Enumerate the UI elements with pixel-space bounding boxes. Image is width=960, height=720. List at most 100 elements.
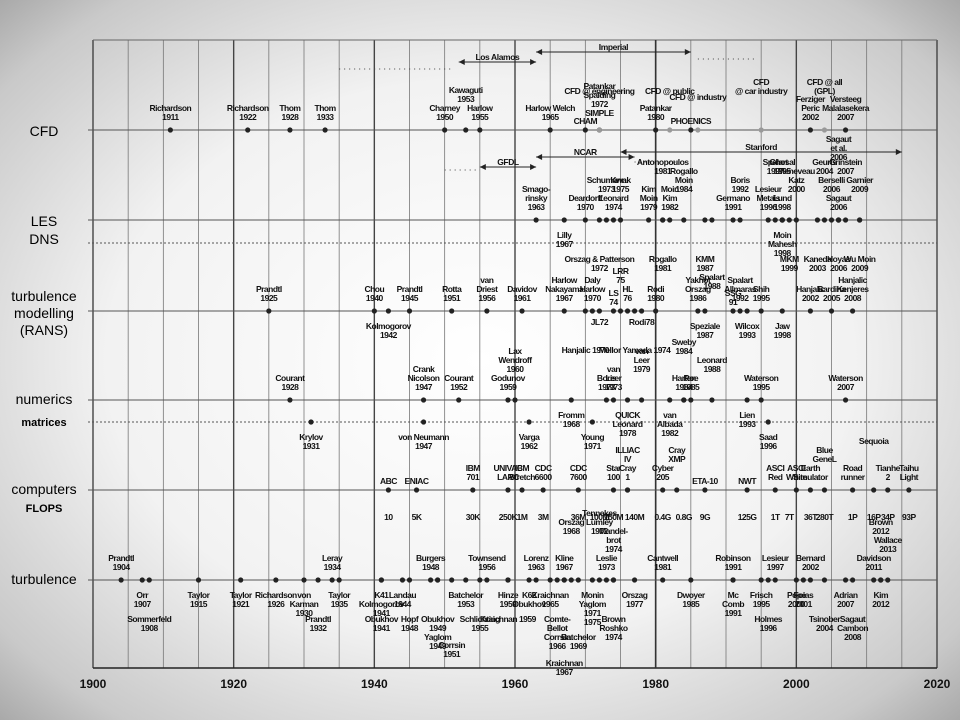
event-label: 2002 <box>802 562 820 572</box>
event-label: Lumley <box>586 517 614 527</box>
event-marker <box>442 127 448 133</box>
event-label: Orszag & Patterson <box>564 254 634 264</box>
event-marker <box>146 577 152 583</box>
event-label: 1926 <box>267 599 285 609</box>
event-label: 1956 <box>478 562 496 572</box>
event-label: 1965 <box>542 112 560 122</box>
event-marker <box>287 127 293 133</box>
event-label: 1981 <box>654 562 672 572</box>
event-label: Lund <box>773 193 792 203</box>
event-label: Kraichnan <box>546 658 583 668</box>
event-label: Orszag <box>685 284 711 294</box>
event-marker <box>322 127 328 133</box>
span-label: GFDL <box>497 157 519 167</box>
event-label: 1984 <box>675 346 693 356</box>
event-label: Davidson <box>857 553 892 563</box>
event-label: Hanjalic <box>796 284 825 294</box>
event-label: 1 <box>625 472 630 482</box>
event-label: 1988 <box>703 364 721 374</box>
event-marker <box>526 577 532 583</box>
event-label: 1911 <box>162 112 179 122</box>
event-label: 75 <box>616 275 625 285</box>
event-label: 1922 <box>239 112 257 122</box>
event-marker <box>589 419 595 425</box>
event-marker <box>631 308 638 314</box>
event-label: 1963 <box>528 202 546 212</box>
event-marker <box>589 577 595 583</box>
event-marker <box>793 487 799 493</box>
event-label: 1992 <box>732 293 750 303</box>
event-label: van <box>635 346 648 356</box>
event-label: Shih <box>753 284 770 294</box>
event-label: Boris <box>730 175 750 185</box>
event-label: Brown <box>601 614 625 624</box>
event-marker <box>702 487 708 493</box>
event-label: 1942 <box>380 330 398 340</box>
event-label: van <box>663 410 676 420</box>
event-label: Leslie <box>596 553 618 563</box>
event-label: Peric <box>801 103 820 113</box>
event-label: 1991 <box>725 608 743 618</box>
event-marker <box>287 397 293 403</box>
event-label: 1980 <box>647 112 665 122</box>
event-marker <box>554 577 560 583</box>
event-marker <box>610 487 617 493</box>
event-label: 1T <box>771 512 781 522</box>
event-marker <box>821 487 828 493</box>
event-label: 250K <box>499 512 519 522</box>
event-label: 1955 <box>471 623 489 633</box>
event-marker <box>807 487 814 493</box>
event-label: 1973 <box>605 382 623 392</box>
event-marker <box>702 217 708 223</box>
event-marker <box>850 487 856 493</box>
event-label: 1980 <box>647 293 665 303</box>
event-marker <box>118 577 124 583</box>
event-label: Allmaras <box>724 284 757 294</box>
event-marker <box>561 217 567 223</box>
event-label: Prandtl <box>305 614 331 624</box>
lane-label-numerics: numerics <box>16 391 73 407</box>
event-label: Simulator <box>793 472 829 482</box>
event-flops: 16P <box>867 512 882 522</box>
event-marker <box>842 127 849 133</box>
event-label: Lilly <box>557 230 572 240</box>
event-label: Kim <box>662 193 678 203</box>
event-label: Moin <box>773 230 791 240</box>
event-label: Fromm <box>558 410 585 420</box>
event-label: Cantwell <box>647 553 678 563</box>
event-marker <box>385 487 391 493</box>
event-label: Yaglom <box>579 599 607 609</box>
event-marker <box>821 577 828 583</box>
event-label: 125G <box>738 512 758 522</box>
event-label: Daly <box>584 275 601 285</box>
event-marker <box>653 127 659 133</box>
event-marker <box>273 577 279 583</box>
event-label: Frisch <box>750 590 773 600</box>
event-marker <box>624 308 631 314</box>
event-flops: 0.4G <box>654 512 672 522</box>
event-marker <box>420 419 427 425</box>
event-rans: Hanjalic 1970 <box>562 308 610 355</box>
event-label: Star <box>606 463 622 473</box>
event-label: 2 <box>886 472 891 482</box>
event-label: CDC <box>570 463 587 473</box>
event-marker <box>624 397 631 403</box>
event-label: ASCI <box>787 463 805 473</box>
event-marker <box>589 308 595 314</box>
